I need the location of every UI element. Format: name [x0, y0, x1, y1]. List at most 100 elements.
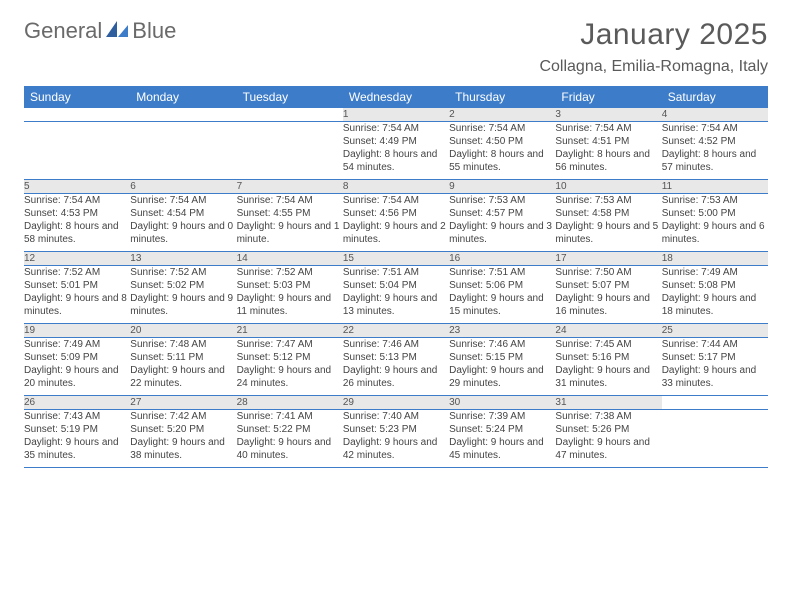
day-number-cell: 20 [130, 324, 236, 338]
sunset-line: Sunset: 5:04 PM [343, 279, 449, 292]
day-number-cell: 2 [449, 108, 555, 122]
day-number-cell: 13 [130, 252, 236, 266]
day-detail-cell: Sunrise: 7:38 AMSunset: 5:26 PMDaylight:… [555, 410, 661, 468]
day-number-cell: 31 [555, 396, 661, 410]
day-number-cell: 30 [449, 396, 555, 410]
weekday-header-cell: Thursday [449, 86, 555, 108]
day-detail-cell: Sunrise: 7:53 AMSunset: 4:58 PMDaylight:… [555, 194, 661, 252]
day-detail-cell: Sunrise: 7:53 AMSunset: 5:00 PMDaylight:… [662, 194, 768, 252]
day-detail-cell: Sunrise: 7:54 AMSunset: 4:53 PMDaylight:… [24, 194, 130, 252]
sunset-line: Sunset: 4:56 PM [343, 207, 449, 220]
sunrise-line: Sunrise: 7:49 AM [662, 266, 768, 279]
calendar-body: 1234Sunrise: 7:54 AMSunset: 4:49 PMDayli… [24, 108, 768, 468]
sunset-line: Sunset: 4:58 PM [555, 207, 661, 220]
sunrise-line: Sunrise: 7:44 AM [662, 338, 768, 351]
daylight-line: Daylight: 9 hours and 20 minutes. [24, 364, 130, 390]
sunrise-line: Sunrise: 7:54 AM [237, 194, 343, 207]
sunset-line: Sunset: 5:23 PM [343, 423, 449, 436]
sunrise-line: Sunrise: 7:54 AM [343, 122, 449, 135]
daylight-line: Daylight: 8 hours and 55 minutes. [449, 148, 555, 174]
sunset-line: Sunset: 5:15 PM [449, 351, 555, 364]
day-number-cell: 8 [343, 180, 449, 194]
sunrise-line: Sunrise: 7:41 AM [237, 410, 343, 423]
sunset-line: Sunset: 5:03 PM [237, 279, 343, 292]
day-detail-cell: Sunrise: 7:42 AMSunset: 5:20 PMDaylight:… [130, 410, 236, 468]
sunset-line: Sunset: 5:08 PM [662, 279, 768, 292]
sunset-line: Sunset: 4:55 PM [237, 207, 343, 220]
day-number-cell: 27 [130, 396, 236, 410]
brand-word1: General [24, 18, 102, 44]
day-detail-cell: Sunrise: 7:53 AMSunset: 4:57 PMDaylight:… [449, 194, 555, 252]
weekday-header-cell: Wednesday [343, 86, 449, 108]
sunset-line: Sunset: 5:09 PM [24, 351, 130, 364]
day-number-cell: 6 [130, 180, 236, 194]
daylight-line: Daylight: 9 hours and 40 minutes. [237, 436, 343, 462]
day-detail-cell [662, 410, 768, 468]
sunrise-line: Sunrise: 7:54 AM [343, 194, 449, 207]
day-number-cell: 19 [24, 324, 130, 338]
daylight-line: Daylight: 9 hours and 29 minutes. [449, 364, 555, 390]
daylight-line: Daylight: 8 hours and 54 minutes. [343, 148, 449, 174]
daylight-line: Daylight: 9 hours and 15 minutes. [449, 292, 555, 318]
day-detail-cell [237, 122, 343, 180]
sunrise-line: Sunrise: 7:52 AM [24, 266, 130, 279]
daylight-line: Daylight: 9 hours and 9 minutes. [130, 292, 236, 318]
sunrise-line: Sunrise: 7:39 AM [449, 410, 555, 423]
daylight-line: Daylight: 9 hours and 31 minutes. [555, 364, 661, 390]
daylight-line: Daylight: 9 hours and 3 minutes. [449, 220, 555, 246]
sunset-line: Sunset: 5:16 PM [555, 351, 661, 364]
daylight-line: Daylight: 9 hours and 13 minutes. [343, 292, 449, 318]
weekday-header-cell: Monday [130, 86, 236, 108]
day-detail-cell: Sunrise: 7:50 AMSunset: 5:07 PMDaylight:… [555, 266, 661, 324]
day-detail-cell [24, 122, 130, 180]
day-detail-cell: Sunrise: 7:46 AMSunset: 5:13 PMDaylight:… [343, 338, 449, 396]
daylight-line: Daylight: 9 hours and 24 minutes. [237, 364, 343, 390]
sunset-line: Sunset: 5:20 PM [130, 423, 236, 436]
sunset-line: Sunset: 4:49 PM [343, 135, 449, 148]
sunset-line: Sunset: 5:13 PM [343, 351, 449, 364]
sunset-line: Sunset: 4:54 PM [130, 207, 236, 220]
sunset-line: Sunset: 5:22 PM [237, 423, 343, 436]
daylight-line: Daylight: 9 hours and 0 minutes. [130, 220, 236, 246]
sunrise-line: Sunrise: 7:42 AM [130, 410, 236, 423]
daylight-line: Daylight: 9 hours and 47 minutes. [555, 436, 661, 462]
daylight-line: Daylight: 8 hours and 57 minutes. [662, 148, 768, 174]
day-number-cell: 11 [662, 180, 768, 194]
sunset-line: Sunset: 5:12 PM [237, 351, 343, 364]
day-detail-cell: Sunrise: 7:49 AMSunset: 5:08 PMDaylight:… [662, 266, 768, 324]
sunset-line: Sunset: 5:06 PM [449, 279, 555, 292]
sunrise-line: Sunrise: 7:54 AM [130, 194, 236, 207]
day-number-cell: 25 [662, 324, 768, 338]
sunset-line: Sunset: 4:50 PM [449, 135, 555, 148]
day-detail-cell: Sunrise: 7:54 AMSunset: 4:52 PMDaylight:… [662, 122, 768, 180]
sunrise-line: Sunrise: 7:40 AM [343, 410, 449, 423]
sunrise-line: Sunrise: 7:53 AM [662, 194, 768, 207]
sunset-line: Sunset: 5:02 PM [130, 279, 236, 292]
day-detail-cell: Sunrise: 7:44 AMSunset: 5:17 PMDaylight:… [662, 338, 768, 396]
sunrise-line: Sunrise: 7:53 AM [449, 194, 555, 207]
sunset-line: Sunset: 4:57 PM [449, 207, 555, 220]
daylight-line: Daylight: 9 hours and 18 minutes. [662, 292, 768, 318]
day-detail-cell: Sunrise: 7:54 AMSunset: 4:50 PMDaylight:… [449, 122, 555, 180]
sunrise-line: Sunrise: 7:47 AM [237, 338, 343, 351]
day-number-cell: 21 [237, 324, 343, 338]
sunrise-line: Sunrise: 7:54 AM [449, 122, 555, 135]
daylight-line: Daylight: 9 hours and 35 minutes. [24, 436, 130, 462]
day-number-cell [24, 108, 130, 122]
day-number-cell: 12 [24, 252, 130, 266]
day-detail-cell: Sunrise: 7:51 AMSunset: 5:04 PMDaylight:… [343, 266, 449, 324]
day-number-cell: 1 [343, 108, 449, 122]
day-detail-cell: Sunrise: 7:54 AMSunset: 4:54 PMDaylight:… [130, 194, 236, 252]
daylight-line: Daylight: 9 hours and 16 minutes. [555, 292, 661, 318]
sunrise-line: Sunrise: 7:50 AM [555, 266, 661, 279]
sunrise-line: Sunrise: 7:53 AM [555, 194, 661, 207]
day-detail-cell: Sunrise: 7:52 AMSunset: 5:03 PMDaylight:… [237, 266, 343, 324]
daylight-line: Daylight: 8 hours and 56 minutes. [555, 148, 661, 174]
daylight-line: Daylight: 8 hours and 58 minutes. [24, 220, 130, 246]
day-number-cell: 17 [555, 252, 661, 266]
day-detail-cell: Sunrise: 7:46 AMSunset: 5:15 PMDaylight:… [449, 338, 555, 396]
day-detail-cell: Sunrise: 7:54 AMSunset: 4:56 PMDaylight:… [343, 194, 449, 252]
day-number-cell [237, 108, 343, 122]
day-detail-cell: Sunrise: 7:54 AMSunset: 4:51 PMDaylight:… [555, 122, 661, 180]
sunrise-line: Sunrise: 7:52 AM [237, 266, 343, 279]
